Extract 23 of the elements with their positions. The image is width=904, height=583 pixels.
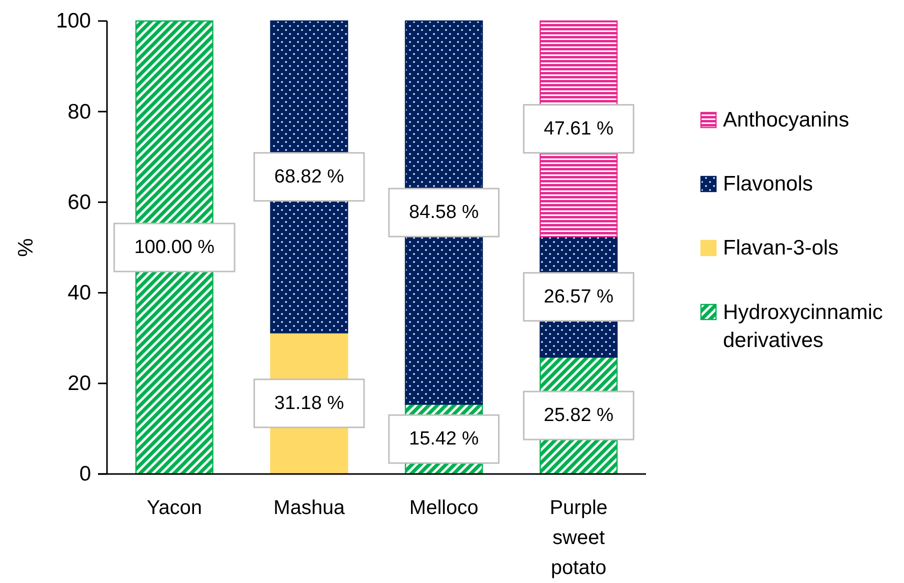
y-tick-label: 60	[68, 190, 91, 214]
data-label: 47.61 %	[544, 118, 614, 140]
legend-label: Anthocyanins	[723, 108, 850, 132]
x-tick-label: Purple sweet potato	[550, 497, 608, 580]
y-tick-label: 40	[68, 282, 91, 305]
y-tick-label: 20	[68, 372, 91, 396]
data-label: 31.18 %	[274, 392, 344, 414]
data-label: 15.42 %	[409, 428, 479, 450]
y-tick-label: 0	[79, 462, 91, 486]
x-tick-label: Mashua	[274, 497, 346, 520]
x-tick-label: Yacon	[146, 497, 202, 520]
legend-label: Hydroxycinnamic derivatives	[723, 300, 883, 352]
y-tick-label: 80	[68, 100, 91, 124]
data-label: 84.58 %	[409, 202, 479, 224]
data-label: 100.00 %	[134, 237, 215, 258]
data-label: 26.57 %	[544, 286, 614, 308]
x-tick-label: Melloco	[409, 497, 478, 520]
y-axis-title: %	[14, 238, 38, 257]
legend-label: Flavonols	[723, 172, 813, 196]
y-tick-label: 100	[56, 10, 91, 33]
data-label: 25.82 %	[544, 405, 614, 426]
data-label: 68.82 %	[274, 166, 344, 188]
legend-label: Flavan-3-ols	[723, 236, 839, 260]
